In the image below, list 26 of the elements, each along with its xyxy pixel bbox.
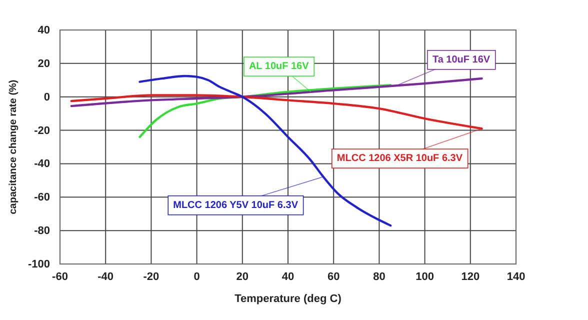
y-tick-label: 0 [44,91,50,104]
text: MLCC 1206 Y5V 10uF 6.3V [173,200,298,211]
series-label: AL 10uF 16V [248,61,310,72]
x-tick-label: 0 [194,270,200,283]
y-tick-label: -40 [34,158,50,170]
x-tick-label: 140 [506,270,526,283]
x-tick-label: 100 [416,270,434,283]
x-tick-label: 40 [282,270,294,283]
y-tick-label: -60 [34,192,50,204]
x-tick-label: -40 [98,270,114,283]
x-tick-label: 120 [461,270,480,283]
y-tick-label: -100 [28,258,50,271]
text: MLCC 1206 X5R 10uF 6.3V [336,153,463,164]
x-tick-label: -20 [143,270,160,283]
x-tick-label: 20 [236,270,249,283]
line-series [138,74,392,227]
y-axis-title: capacitance change rate (%) [8,80,19,214]
x-tick-label: 80 [373,270,386,283]
y-tick-label: 40 [38,24,50,37]
x-tick-label: -60 [52,270,68,283]
y-tick-label: -20 [34,124,50,137]
y-tick-label: 20 [38,58,50,70]
x-tick-label: 60 [327,270,340,283]
series-label: Ta 10uF 16V [432,54,490,66]
x-axis-title: Temperature (deg C) [234,293,342,305]
y-tick-label: -80 [34,225,50,238]
